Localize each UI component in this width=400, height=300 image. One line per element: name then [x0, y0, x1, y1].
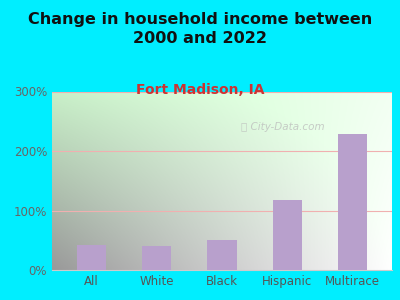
Text: ⓘ City-Data.com: ⓘ City-Data.com — [241, 122, 325, 132]
Text: Change in household income between
2000 and 2022: Change in household income between 2000 … — [28, 12, 372, 46]
Bar — [207, 240, 237, 270]
Bar — [273, 200, 302, 270]
Text: Fort Madison, IA: Fort Madison, IA — [136, 82, 264, 97]
Bar — [76, 245, 106, 270]
Bar — [142, 246, 171, 270]
Bar — [338, 134, 368, 270]
